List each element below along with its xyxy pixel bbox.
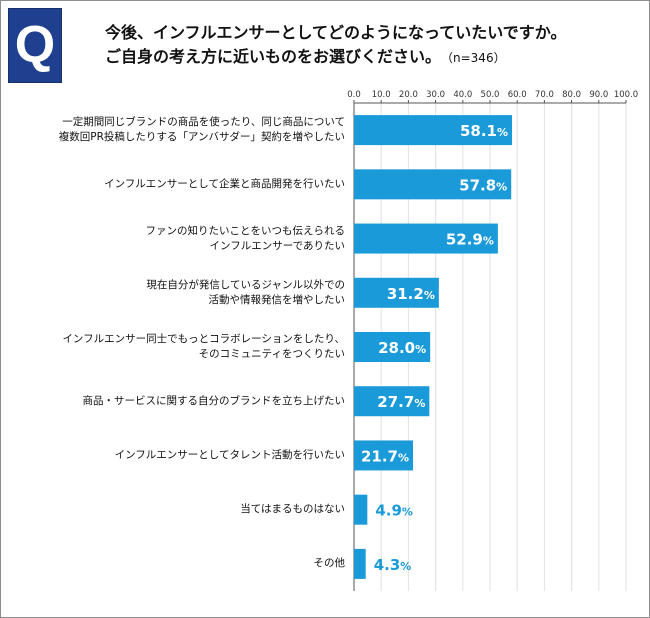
data-label-unit: % [496,180,507,193]
data-label-unit: % [424,289,435,302]
data-label-unit: % [497,126,508,139]
data-label-unit: % [415,343,426,356]
tick-label: 0.0 [347,90,361,100]
bar-chart: 0.0 10.0 20.0 30.0 40.0 50.0 60.0 70.0 80.0 90.0 1… [1,1,649,617]
tick-label: 90.0 [589,90,608,100]
tick-label: 80.0 [562,90,581,100]
data-label-unit: % [398,451,409,464]
data-label-unit: % [400,560,411,573]
data-label: 4.9% [375,502,413,520]
tick-label: 40.0 [453,90,472,100]
chart-frame: Q 今後、インフルエンサーとしてどのようになっていたいですか。 ご自身の考え方に… [0,0,650,618]
tick-label: 20.0 [399,90,418,100]
bar [354,495,367,525]
data-label: 4.3% [374,556,412,574]
tick-label: 70.0 [535,90,554,100]
tick-label: 50.0 [481,90,500,100]
tick-label: 60.0 [508,90,527,100]
tick-label: 100.0 [614,90,638,100]
bar [354,549,366,579]
tick-label: 30.0 [426,90,445,100]
data-label-unit: % [402,506,413,519]
data-label-unit: % [414,397,425,410]
data-label-unit: % [483,235,494,248]
tick-label: 10.0 [372,90,391,100]
